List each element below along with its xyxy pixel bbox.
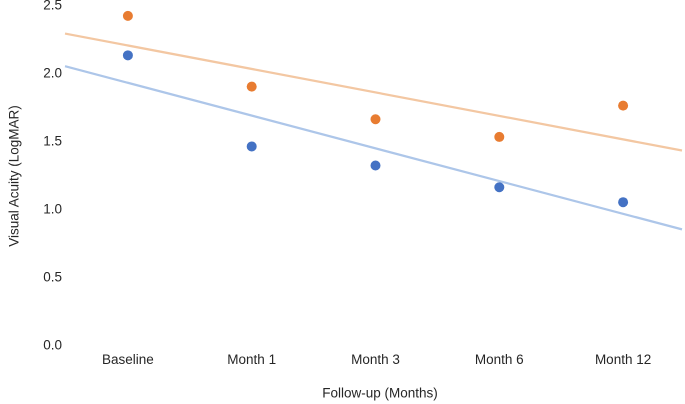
x-category-label: Baseline — [102, 352, 154, 367]
data-point-series-blue — [246, 141, 257, 152]
trendline-series-orange — [64, 32, 683, 152]
data-point-series-orange — [246, 81, 257, 92]
y-tick-label: 0.5 — [43, 270, 62, 285]
x-category-label: Month 12 — [595, 352, 651, 367]
x-category-label: Month 1 — [227, 352, 276, 367]
y-tick-label: 2.5 — [43, 0, 62, 13]
y-tick-label: 0.0 — [43, 338, 62, 353]
data-point-series-orange — [370, 114, 381, 125]
trendline-series-blue — [64, 65, 683, 231]
data-point-series-blue — [618, 197, 629, 208]
x-category-label: Month 6 — [475, 352, 524, 367]
data-point-series-blue — [122, 50, 133, 61]
x-category-label: Month 3 — [351, 352, 400, 367]
data-point-series-orange — [122, 10, 133, 21]
data-point-series-blue — [370, 160, 381, 171]
data-point-series-orange — [494, 131, 505, 142]
data-point-series-orange — [618, 100, 629, 111]
y-tick-label: 1.0 — [43, 202, 62, 217]
y-tick-label: 2.0 — [43, 66, 62, 81]
y-tick-label: 1.5 — [43, 134, 62, 149]
data-point-series-blue — [494, 182, 505, 193]
